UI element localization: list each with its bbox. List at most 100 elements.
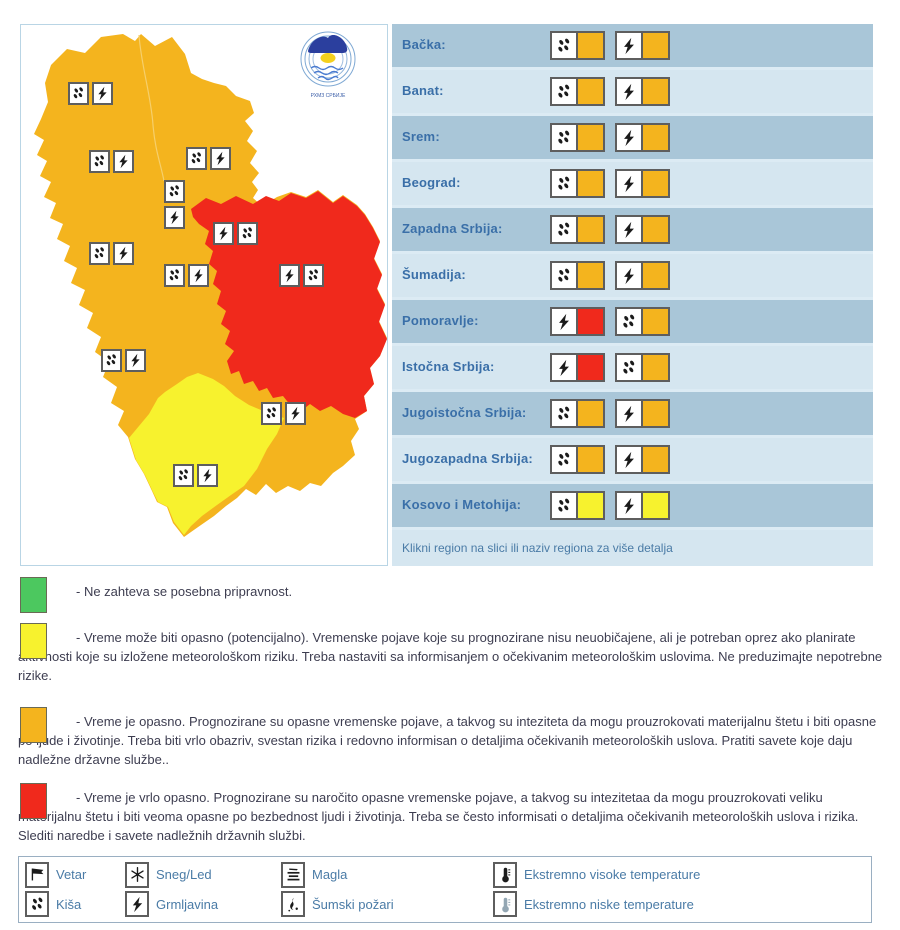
- level-orange-cell: [578, 79, 603, 104]
- legend-label: Ekstremno niske temperature: [524, 896, 694, 912]
- orange-level-text: - Vreme je opasno. Prognozirane su opasn…: [18, 714, 877, 767]
- thunder-icon: [617, 217, 643, 242]
- legend-item-rain: Kiša: [25, 891, 125, 918]
- thunder-icon: [164, 206, 185, 229]
- thunder-icon: [617, 33, 643, 58]
- map-region-east[interactable]: [191, 191, 387, 418]
- warning-thunder-orange: [615, 123, 670, 152]
- region-link--umadija[interactable]: Šumadija:: [402, 267, 466, 282]
- thunder-icon: [617, 263, 643, 288]
- orange-level-swatch: [20, 707, 47, 743]
- warning-rain-orange: [550, 399, 605, 428]
- level-yellow-cell: [578, 493, 603, 518]
- warning-thunder-red: [550, 353, 605, 382]
- region-row-isto-na-srbija[interactable]: Istočna Srbija:: [392, 346, 873, 392]
- level-orange-cell: [578, 171, 603, 196]
- warning-rain-orange: [615, 307, 670, 336]
- level-orange-cell: [578, 263, 603, 288]
- temp-high-icon: [493, 861, 517, 888]
- region-link-isto-na-srbija[interactable]: Istočna Srbija:: [402, 359, 495, 374]
- legend-label: Grmljavina: [156, 896, 219, 912]
- rain-icon: [25, 891, 49, 918]
- level-orange-cell: [643, 217, 668, 242]
- rain-icon: [552, 79, 578, 104]
- region-row-srem[interactable]: Srem:: [392, 116, 873, 162]
- warning-thunder-orange: [615, 31, 670, 60]
- map-marker--umadija: [164, 264, 209, 287]
- region-link-jugozapadna-srbija[interactable]: Jugozapadna Srbija:: [402, 451, 533, 466]
- rain-icon: [164, 264, 185, 287]
- region-row-kosovo-i-metohija[interactable]: Kosovo i Metohija:: [392, 484, 873, 530]
- level-orange-cell: [643, 125, 668, 150]
- region-row-pomoravlje[interactable]: Pomoravlje:: [392, 300, 873, 346]
- level-orange-cell: [578, 125, 603, 150]
- region-link-banat[interactable]: Banat:: [402, 83, 444, 98]
- region-row-zapadna-srbija[interactable]: Zapadna Srbija:: [392, 208, 873, 254]
- yellow-level-swatch: [20, 623, 47, 659]
- red-level-text: - Vreme je vrlo opasno. Prognozirane su …: [18, 790, 859, 843]
- map-marker-pomoravlje: [213, 222, 258, 245]
- warning-rain-orange: [550, 123, 605, 152]
- map-marker-srem: [89, 150, 134, 173]
- region-row-jugozapadna-srbija[interactable]: Jugozapadna Srbija:: [392, 438, 873, 484]
- legend-label: Vetar: [56, 867, 87, 883]
- legend-item-thunder: Grmljavina: [125, 891, 281, 918]
- region-link-pomoravlje[interactable]: Pomoravlje:: [402, 313, 479, 328]
- legend-label: Šumski požari: [312, 896, 394, 912]
- map-marker-isto-na-srbija: [279, 264, 324, 287]
- level-red-cell: [578, 355, 603, 380]
- region-row-beograd[interactable]: Beograd:: [392, 162, 873, 208]
- thunder-icon: [125, 349, 146, 372]
- region-link-kosovo-i-metohija[interactable]: Kosovo i Metohija:: [402, 497, 522, 512]
- thunder-icon: [552, 309, 578, 334]
- region-link-beograd[interactable]: Beograd:: [402, 175, 461, 190]
- rain-icon: [173, 464, 194, 487]
- legend-label: Ekstremno visoke temperature: [524, 867, 701, 883]
- map-marker-beograd: [164, 180, 185, 229]
- warning-thunder-orange: [615, 215, 670, 244]
- warning-thunder-red: [550, 307, 605, 336]
- rain-icon: [552, 263, 578, 288]
- thunder-icon: [210, 147, 231, 170]
- map-region-kosovo[interactable]: [129, 373, 284, 535]
- level-orange-cell: [643, 309, 668, 334]
- rain-icon: [261, 402, 282, 425]
- level-orange-cell: [578, 217, 603, 242]
- alert-description-green: - Ne zahteva se posebna pripravnost.: [18, 577, 886, 613]
- alert-description-orange: - Vreme je opasno. Prognozirane su opasn…: [18, 707, 886, 769]
- serbia-warning-map-panel: РХМЗ СРБИЈЕ: [20, 24, 388, 566]
- region-link-ba-ka[interactable]: Bačka:: [402, 37, 446, 52]
- warning-rain-orange: [550, 261, 605, 290]
- wind-icon: [25, 861, 49, 888]
- thunder-icon: [617, 493, 643, 518]
- level-orange-cell: [643, 79, 668, 104]
- region-row-jugoisto-na-srbija[interactable]: Jugoistočna Srbija:: [392, 392, 873, 438]
- region-row--umadija[interactable]: Šumadija:: [392, 254, 873, 300]
- level-red-cell: [578, 309, 603, 334]
- region-row-ba-ka[interactable]: Bačka:: [392, 24, 873, 70]
- level-orange-cell: [578, 33, 603, 58]
- thunder-icon: [285, 402, 306, 425]
- warning-rain-orange: [550, 31, 605, 60]
- legend-label: Sneg/Led: [156, 867, 212, 883]
- thunder-icon: [197, 464, 218, 487]
- rain-icon: [101, 349, 122, 372]
- map-marker-jugoisto-na-srbija: [261, 402, 306, 425]
- region-link-jugoisto-na-srbija[interactable]: Jugoistočna Srbija:: [402, 405, 527, 420]
- warning-thunder-orange: [615, 399, 670, 428]
- alert-description-red: - Vreme je vrlo opasno. Prognozirane su …: [18, 783, 886, 845]
- warning-rain-orange: [615, 353, 670, 382]
- green-level-swatch: [20, 577, 47, 613]
- rain-icon: [552, 171, 578, 196]
- map-marker-jugozapadna-srbija: [101, 349, 146, 372]
- region-row-banat[interactable]: Banat:: [392, 70, 873, 116]
- thunder-icon: [92, 82, 113, 105]
- legend-item-fire: Šumski požari: [281, 891, 493, 918]
- region-link-srem[interactable]: Srem:: [402, 129, 440, 144]
- warning-rain-orange: [550, 215, 605, 244]
- rain-icon: [68, 82, 89, 105]
- thunder-icon: [188, 264, 209, 287]
- region-link-zapadna-srbija[interactable]: Zapadna Srbija:: [402, 221, 503, 236]
- level-orange-cell: [643, 401, 668, 426]
